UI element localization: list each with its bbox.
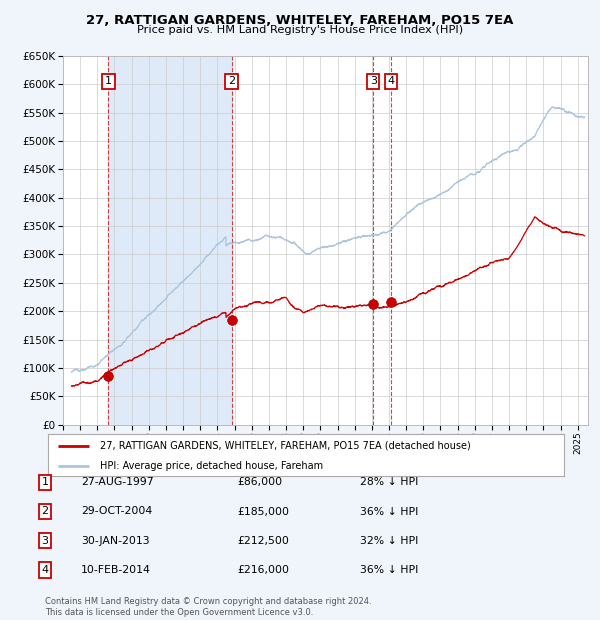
Text: 36% ↓ HPI: 36% ↓ HPI xyxy=(360,507,418,516)
Text: 27, RATTIGAN GARDENS, WHITELEY, FAREHAM, PO15 7EA (detached house): 27, RATTIGAN GARDENS, WHITELEY, FAREHAM,… xyxy=(100,441,470,451)
Text: 1: 1 xyxy=(41,477,49,487)
Text: 30-JAN-2013: 30-JAN-2013 xyxy=(81,536,149,546)
Text: 27-AUG-1997: 27-AUG-1997 xyxy=(81,477,154,487)
Text: HPI: Average price, detached house, Fareham: HPI: Average price, detached house, Fare… xyxy=(100,461,323,471)
Text: 4: 4 xyxy=(41,565,49,575)
Text: 32% ↓ HPI: 32% ↓ HPI xyxy=(360,536,418,546)
Text: 2: 2 xyxy=(228,76,235,86)
Text: £216,000: £216,000 xyxy=(237,565,289,575)
Text: 2: 2 xyxy=(41,507,49,516)
Text: £86,000: £86,000 xyxy=(237,477,282,487)
Text: Contains HM Land Registry data © Crown copyright and database right 2024.
This d: Contains HM Land Registry data © Crown c… xyxy=(45,598,371,617)
Text: 4: 4 xyxy=(388,76,395,86)
Text: 28% ↓ HPI: 28% ↓ HPI xyxy=(360,477,418,487)
Text: £212,500: £212,500 xyxy=(237,536,289,546)
Text: 10-FEB-2014: 10-FEB-2014 xyxy=(81,565,151,575)
Text: 36% ↓ HPI: 36% ↓ HPI xyxy=(360,565,418,575)
Text: 3: 3 xyxy=(41,536,49,546)
Text: 3: 3 xyxy=(370,76,377,86)
Text: 1: 1 xyxy=(105,76,112,86)
Bar xyxy=(109,56,232,425)
Text: 29-OCT-2004: 29-OCT-2004 xyxy=(81,507,152,516)
Text: £185,000: £185,000 xyxy=(237,507,289,516)
Text: Price paid vs. HM Land Registry's House Price Index (HPI): Price paid vs. HM Land Registry's House … xyxy=(137,25,463,35)
Text: 27, RATTIGAN GARDENS, WHITELEY, FAREHAM, PO15 7EA: 27, RATTIGAN GARDENS, WHITELEY, FAREHAM,… xyxy=(86,14,514,27)
